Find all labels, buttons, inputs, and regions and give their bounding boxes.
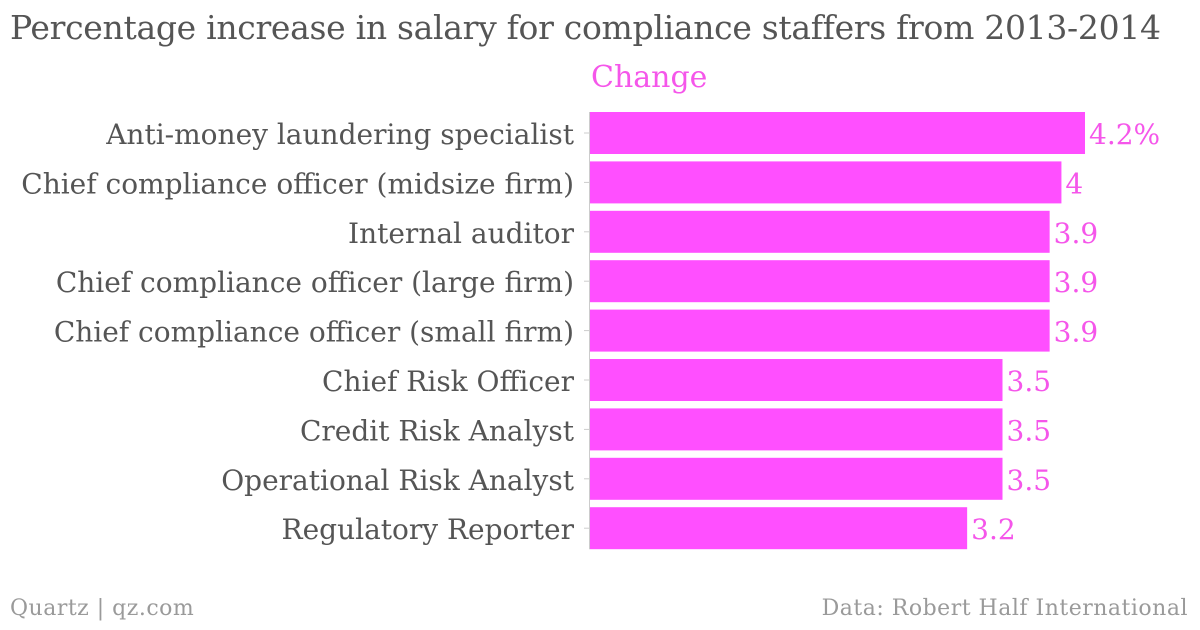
value-label-chief-risk-officer: 3.5 (1007, 365, 1052, 398)
chart-title: Percentage increase in salary for compli… (10, 8, 1161, 47)
category-label-regulatory-reporter: Regulatory Reporter (282, 513, 575, 546)
bar-chart: Anti-money laundering specialist 4.2% Chie… (21, 112, 1160, 550)
bar-chief-compliance-officer-small-firm (590, 309, 1050, 352)
bar-chief-compliance-officer-large-firm (590, 260, 1050, 303)
category-label-credit-risk-analyst: Credit Risk Analyst (300, 414, 575, 447)
value-label-credit-risk-analyst: 3.5 (1007, 414, 1052, 447)
bar-regulatory-reporter (590, 507, 968, 550)
category-label-chief-compliance-officer-small-firm: Chief compliance officer (small firm) (54, 316, 574, 349)
value-label-anti-money-laundering-specialist: 4.2% (1089, 118, 1160, 151)
category-label-anti-money-laundering-specialist: Anti-money laundering specialist (105, 118, 575, 151)
bar-internal-auditor (590, 210, 1050, 253)
value-label-chief-compliance-officer-small-firm: 3.9 (1054, 316, 1099, 349)
category-label-chief-risk-officer: Chief Risk Officer (322, 365, 575, 398)
category-label-internal-auditor: Internal auditor (348, 217, 575, 250)
footer-source: Data: Robert Half International (821, 596, 1188, 621)
bar-operational-risk-analyst (590, 457, 1003, 500)
value-label-internal-auditor: 3.9 (1054, 217, 1099, 250)
category-label-chief-compliance-officer-large-firm: Chief compliance officer (large firm) (56, 266, 574, 299)
series-label: Change (591, 60, 708, 95)
value-label-chief-compliance-officer-large-firm: 3.9 (1054, 266, 1099, 299)
value-label-operational-risk-analyst: 3.5 (1007, 464, 1052, 497)
bar-chief-compliance-officer-midsize-firm (590, 161, 1062, 204)
bar-credit-risk-analyst (590, 408, 1003, 451)
value-label-regulatory-reporter: 3.2 (971, 513, 1016, 546)
category-label-chief-compliance-officer-midsize-firm: Chief compliance officer (midsize firm) (21, 167, 574, 200)
bar-chief-risk-officer (590, 359, 1003, 401)
value-label-chief-compliance-officer-midsize-firm: 4 (1065, 167, 1083, 200)
category-label-operational-risk-analyst: Operational Risk Analyst (221, 464, 575, 497)
bar-anti-money-laundering-specialist (590, 112, 1085, 154)
footer-credit: Quartz | qz.com (10, 596, 195, 621)
